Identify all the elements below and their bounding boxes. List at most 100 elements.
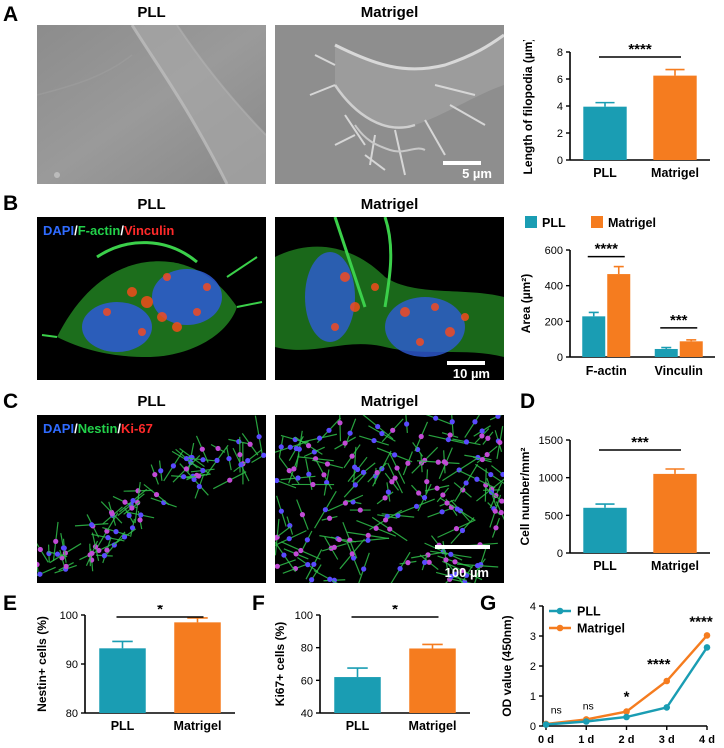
stain-slash: / xyxy=(120,223,124,238)
significance-label: ns xyxy=(551,705,562,717)
bar-matrigel xyxy=(409,648,456,713)
header-c-pll: PLL xyxy=(137,393,166,410)
y-tick-label: 100 xyxy=(60,610,78,622)
bar-pll xyxy=(583,106,627,160)
y-tick-label: 80 xyxy=(301,643,313,655)
bar-matrigel xyxy=(174,622,221,713)
significance-label: * xyxy=(157,605,163,618)
y-tick-label: 80 xyxy=(66,708,78,720)
chart-e-nestin: 80 90 100 Nestin+ cells (%) PLL Matrigel * xyxy=(35,605,235,733)
panel-letter-e: E xyxy=(3,592,18,615)
y-tick-label: 400 xyxy=(545,281,563,293)
scalebar-label-b: 10 µm xyxy=(452,366,490,380)
y-tick-label: 1500 xyxy=(539,435,563,447)
header-b-matrigel: Matrigel xyxy=(360,196,419,213)
significance-label: **** xyxy=(647,656,671,673)
stain-label-b: DAPI/F-actin/Vinculin xyxy=(43,223,174,238)
significance-label: **** xyxy=(628,41,652,58)
scalebar-label-a: 5 µm xyxy=(462,166,492,181)
chart-b-area: PLL Matrigel 0 200 400 600 Area (µm²) F-actin **… xyxy=(519,216,715,378)
y-tick-label: 0 xyxy=(557,352,563,364)
data-point-pll xyxy=(582,718,590,725)
y-axis-label: Length of filopodia (µm) xyxy=(521,40,535,174)
significance-label: *** xyxy=(670,312,688,329)
significance-label: * xyxy=(392,605,398,618)
y-tick-label: 600 xyxy=(545,245,563,257)
sem-image-matrigel: 5 µm xyxy=(275,25,504,184)
y-tick-label: 2 xyxy=(557,128,563,140)
data-point-matrigel xyxy=(623,708,630,715)
y-tick-label: 1000 xyxy=(539,473,563,485)
legend-label: PLL xyxy=(542,216,566,230)
chart-a-filopodia: 0 2 4 6 8 Length of filopodia (µm) PLL Matrigel… xyxy=(521,40,710,180)
data-point-pll xyxy=(703,644,711,651)
bar-pll xyxy=(583,507,627,553)
y-tick-label: 8 xyxy=(557,47,563,59)
x-tick-label: Matrigel xyxy=(409,719,457,733)
header-a-pll: PLL xyxy=(137,4,166,21)
header-a-matrigel: Matrigel xyxy=(360,4,419,21)
x-tick-label: 3 d xyxy=(659,734,675,746)
x-tick-label: PLL xyxy=(593,166,617,180)
stain-factin: F-actin xyxy=(77,223,121,238)
stain-ki67: Ki-67 xyxy=(121,421,153,436)
legend-label: Matrigel xyxy=(577,622,625,636)
x-tick-label: 0 d xyxy=(538,734,554,746)
panel-letter-d: D xyxy=(520,390,536,413)
stain-dapi: DAPI xyxy=(43,223,75,238)
legend-marker-matrigel xyxy=(556,624,564,632)
x-tick-label: 2 d xyxy=(619,734,635,746)
legend-swatch-pll xyxy=(525,216,537,228)
x-tick-label: Matrigel xyxy=(651,559,699,573)
chart-g-od: 0 1 2 3 4 0 d 1 d 2 d 3 d 4 d OD value (450nm) PLL M… xyxy=(500,601,715,746)
y-tick-label: 0 xyxy=(530,721,536,733)
data-point-pll xyxy=(663,704,671,711)
y-tick-label: 60 xyxy=(301,675,313,687)
bar-f-actin-matrigel xyxy=(607,274,631,357)
y-tick-label: 1 xyxy=(530,691,536,703)
bar-vinculin-pll xyxy=(654,348,678,357)
panel-letter-g: G xyxy=(480,592,497,615)
stain-label-c: DAPI/Nestin/Ki-67 xyxy=(43,421,153,436)
y-tick-label: 0 xyxy=(557,155,563,167)
significance-label: *** xyxy=(631,434,649,451)
y-tick-label: 40 xyxy=(301,708,313,720)
fluorescence-image-c-matrigel: 100 µm xyxy=(275,415,504,583)
y-tick-label: 200 xyxy=(545,316,563,328)
stain-dapi: DAPI xyxy=(43,421,75,436)
sem-image-pll xyxy=(37,25,266,184)
x-tick-label: F-actin xyxy=(586,364,627,378)
legend-swatch-matrigel xyxy=(591,216,603,228)
significance-label: **** xyxy=(689,613,713,630)
x-tick-label: Vinculin xyxy=(655,364,703,378)
y-axis-label: OD value (450nm) xyxy=(500,615,514,716)
y-axis-label: Nestin+ cells (%) xyxy=(35,616,49,712)
y-axis-label: Ki67+ cells (%) xyxy=(273,622,287,706)
stain-slash: / xyxy=(74,223,78,238)
x-tick-label: PLL xyxy=(346,719,370,733)
x-tick-label: 4 d xyxy=(699,734,715,746)
fluorescence-image-c-pll: DAPI/Nestin/Ki-67 xyxy=(37,415,266,583)
x-tick-label: 1 d xyxy=(578,734,594,746)
significance-label: ns xyxy=(583,700,594,712)
data-point-pll xyxy=(542,721,550,728)
y-tick-label: 4 xyxy=(557,101,563,113)
panel-letter-b: B xyxy=(3,192,19,215)
panel-letter-f: F xyxy=(252,592,265,615)
panel-letter-a: A xyxy=(3,3,19,26)
significance-label: * xyxy=(624,689,630,706)
header-b-pll: PLL xyxy=(137,196,166,213)
bar-matrigel xyxy=(653,75,697,160)
y-tick-label: 2 xyxy=(530,661,536,673)
y-tick-label: 500 xyxy=(545,510,563,522)
bar-pll xyxy=(334,677,381,713)
scalebar-label-c: 100 µm xyxy=(444,565,489,580)
bar-matrigel xyxy=(653,473,697,553)
stain-vinculin: Vinculin xyxy=(123,223,175,238)
chart-f-ki67: 40 60 80 100 Ki67+ cells (%) PLL Matrigel * xyxy=(273,605,470,733)
stain-slash: / xyxy=(74,421,78,436)
y-axis-label: Cell number/mm² xyxy=(518,447,532,545)
stain-nestin: Nestin xyxy=(77,421,118,436)
y-tick-label: 100 xyxy=(295,610,313,622)
header-c-matrigel: Matrigel xyxy=(360,393,419,410)
